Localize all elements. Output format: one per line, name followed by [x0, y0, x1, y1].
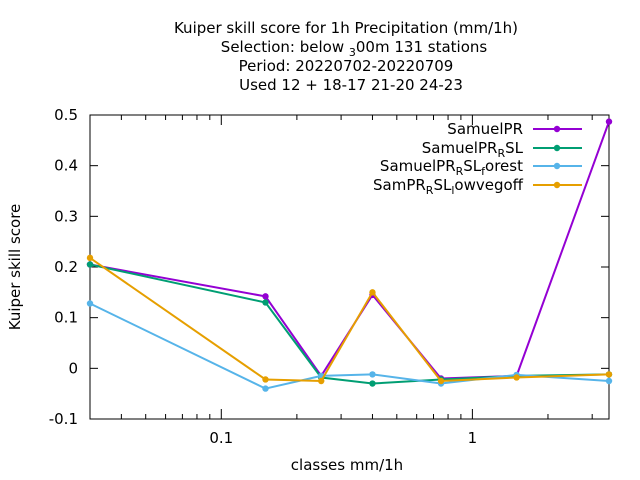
- legend-label-sampr-rsl-lowvegoff: SamPRRSLlowvegoff: [373, 176, 524, 197]
- data-point-sampr-r-sl-lowvegoff: [437, 377, 445, 385]
- y-tick-label: 0.3: [54, 207, 78, 225]
- legend-label-samuelpr: SamuelPR: [447, 120, 523, 138]
- y-tick-label: -0.1: [49, 410, 78, 428]
- series-sampr-r-sl-lowvegoff: [86, 254, 613, 385]
- chart-title-line-4: Used 12 + 18-17 21-20 24-23: [239, 76, 463, 94]
- y-axis-label: Kuiper skill score: [6, 204, 24, 331]
- legend-swatches: [533, 125, 582, 189]
- data-point-samuelpr: [262, 293, 269, 300]
- x-axis-label: classes mm/1h: [291, 456, 403, 474]
- legend-label-samuelpr-rsl-forest: SamuelPRRSLforest: [380, 157, 523, 178]
- x-tick-label: 1: [468, 429, 478, 447]
- plot-frame: [89, 114, 610, 420]
- axis-ticks: -0.1 0 0.1 0.2 0.3 0.4 0.5 0.1 1: [49, 106, 609, 447]
- data-point-samuelpr-r-sl-forest: [262, 385, 269, 392]
- legend-label-samuelpr-rsl: SamuelPRRSL: [422, 139, 524, 160]
- legend-marker-samuelpr: [553, 125, 561, 133]
- series-line-samuelpr-r-sl: [89, 263, 610, 385]
- x-tick-label: 0.1: [209, 429, 233, 447]
- series-samuelpr-r-sl: [86, 261, 613, 387]
- data-point-samuelpr-r-sl-forest: [86, 300, 94, 307]
- data-point-samuelpr-r-sl-forest: [369, 371, 376, 378]
- y-tick-label: 0.2: [54, 258, 78, 276]
- y-tick-label: 0.4: [54, 157, 78, 175]
- data-point-samuelpr: [605, 118, 613, 125]
- chart-title-line-3: Period: 20220702-20220709: [239, 57, 454, 75]
- y-tick-label: 0: [68, 359, 78, 377]
- y-tick-label: 0.5: [54, 106, 78, 124]
- data-point-sampr-r-sl-lowvegoff: [513, 374, 520, 381]
- series-line-samuelpr-r-sl-forest: [89, 302, 610, 390]
- chart-title-line-2: Selection: below 300m 131 stations: [221, 38, 488, 59]
- data-point-sampr-r-sl-lowvegoff: [605, 371, 613, 378]
- series-samuelpr: [86, 118, 613, 382]
- legend-marker-sampr-r-sl-lowvegoff: [553, 181, 561, 189]
- series-line-sampr-r-sl-lowvegoff: [89, 257, 610, 383]
- chart-title-line-1: Kuiper skill score for 1h Precipitation …: [174, 19, 518, 37]
- data-point-sampr-r-sl-lowvegoff: [262, 376, 269, 383]
- data-point-sampr-r-sl-lowvegoff: [318, 377, 325, 385]
- series-line-samuelpr: [89, 121, 610, 380]
- data-point-samuelpr-r-sl: [369, 380, 376, 387]
- data-point-samuelpr-r-sl: [86, 261, 94, 268]
- legend-marker-samuelpr-r-sl: [553, 144, 561, 152]
- y-tick-label: 0.1: [54, 309, 78, 327]
- data-point-sampr-r-sl-lowvegoff: [369, 289, 376, 296]
- data-point-samuelpr-r-sl: [262, 299, 269, 306]
- legend: SamuelPR SamuelPRRSL SamuelPRRSLforest S…: [373, 120, 582, 197]
- data-point-samuelpr-r-sl-forest: [605, 377, 613, 385]
- legend-marker-samuelpr-r-sl-forest: [553, 162, 561, 170]
- series-layer: [86, 118, 613, 392]
- series-samuelpr-r-sl-forest: [86, 300, 613, 392]
- data-point-sampr-r-sl-lowvegoff: [86, 254, 94, 262]
